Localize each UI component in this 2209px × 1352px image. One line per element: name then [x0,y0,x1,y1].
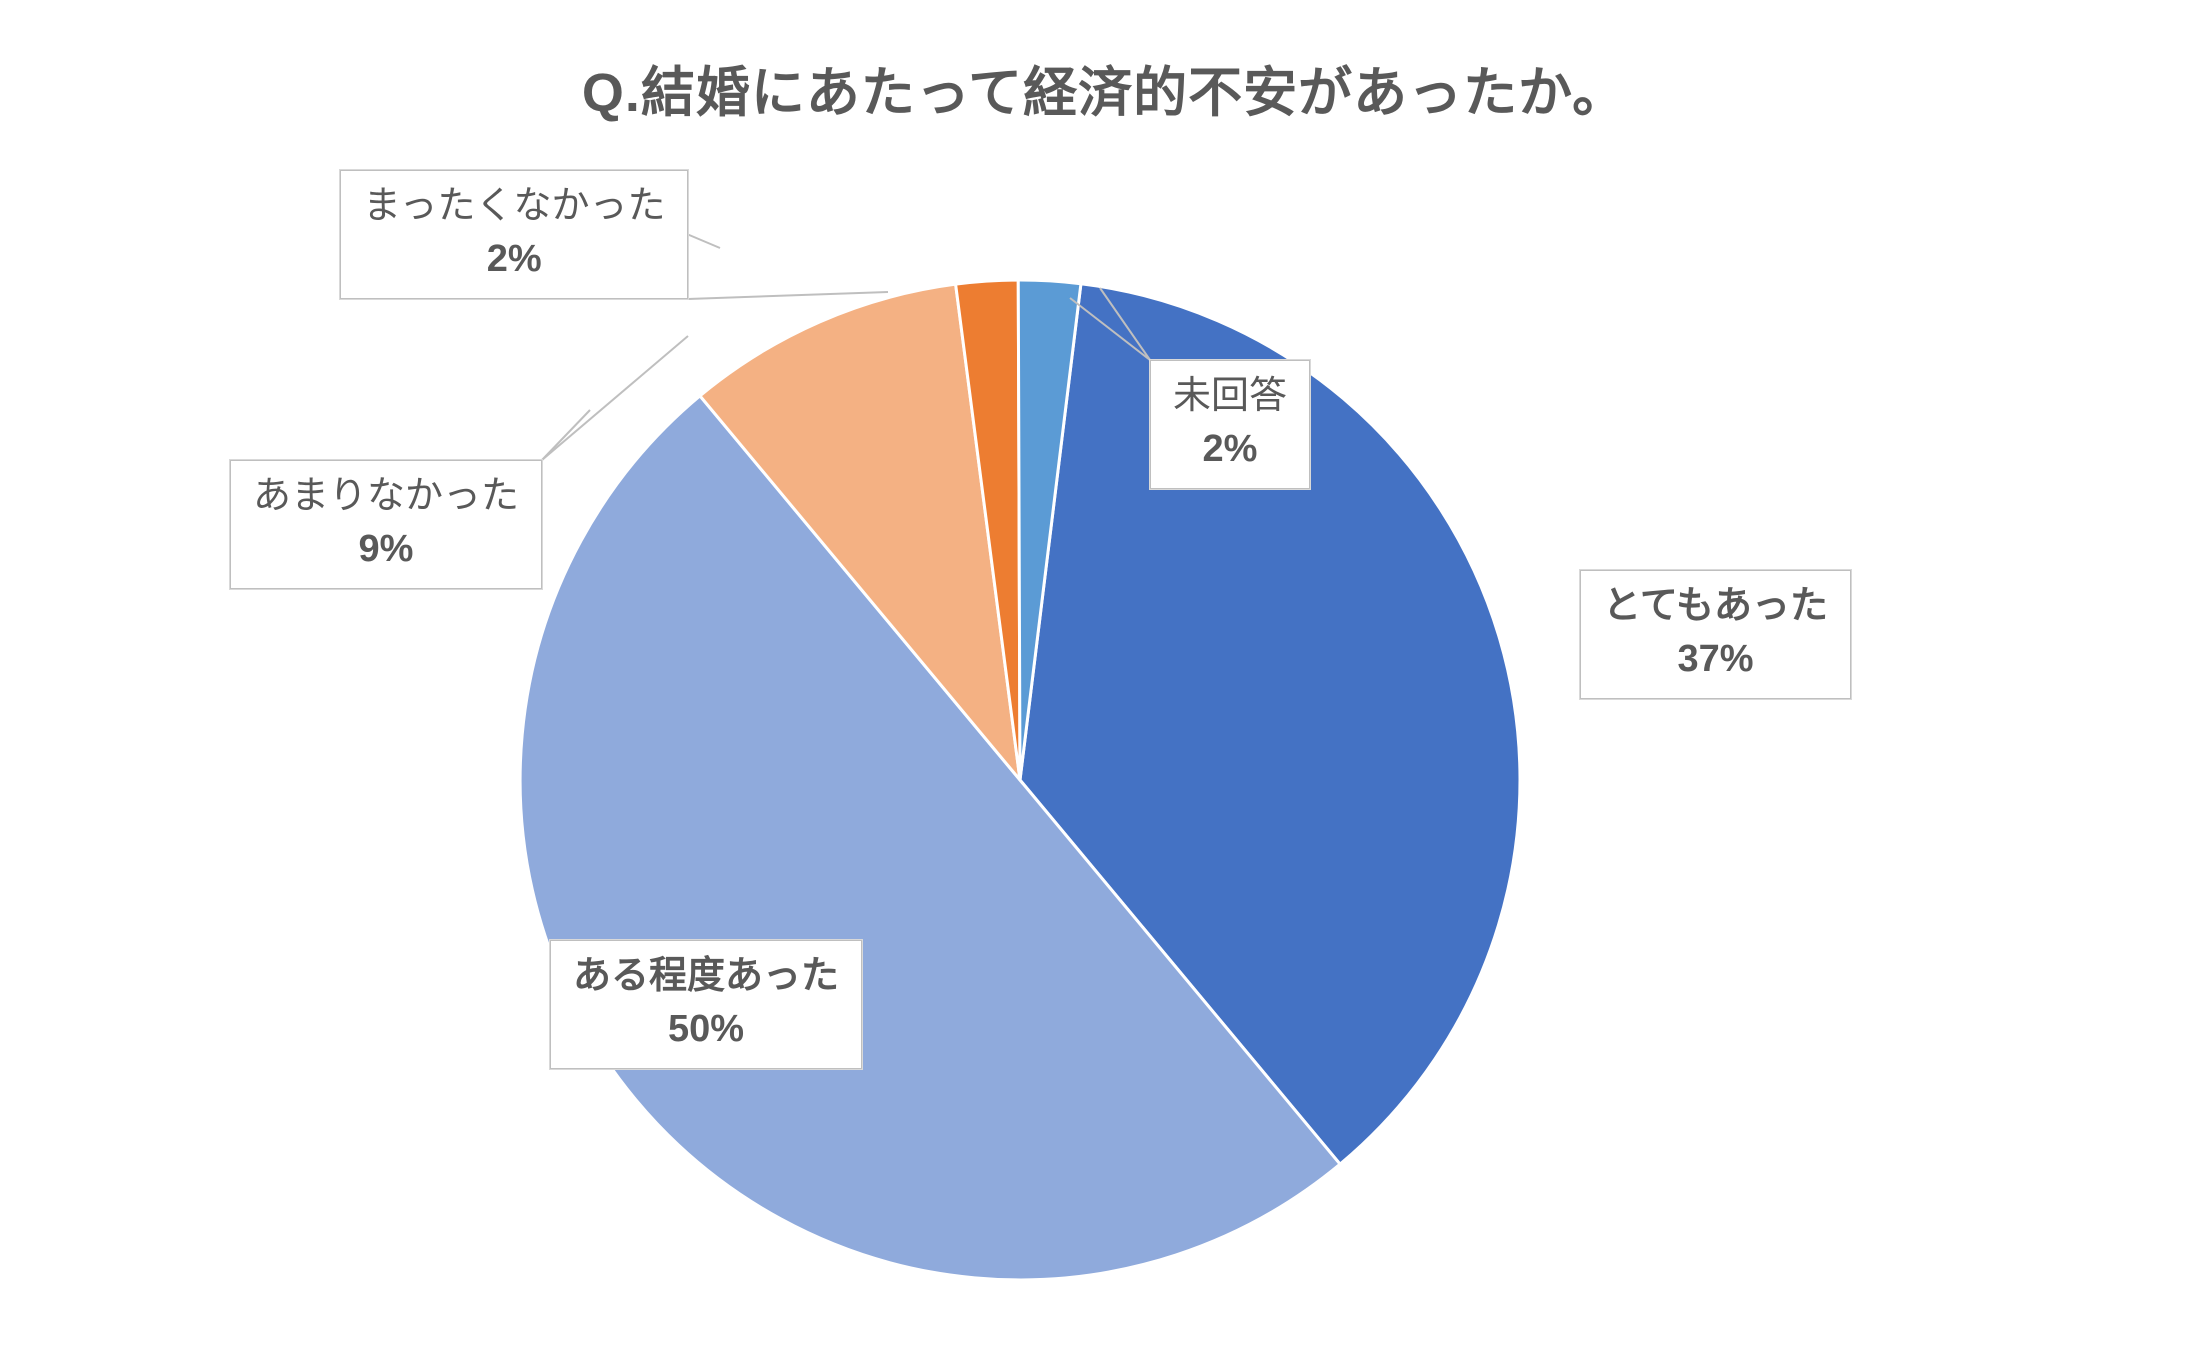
chart-stage: Q.結婚にあたって経済的不安があったか。 とてもあった37%ある程度あった50%… [0,0,2209,1352]
pie-chart-svg [0,0,2209,1352]
pie-callout-value: 2% [1173,424,1287,475]
pie-callout-label: あまりなかった [253,471,519,522]
pie-callout-label: 未回答 [1173,371,1287,422]
pie-callout: とてもあった37% [1580,570,1851,699]
pie-callout: ある程度あった50% [550,940,862,1069]
pie-callout-label: ある程度あった [573,951,839,1002]
pie-callout-value: 37% [1603,634,1828,685]
pie-callout: 未回答2% [1150,360,1310,489]
pie-leader-line [542,410,590,460]
pie-callout-label: とてもあった [1603,581,1828,632]
pie-leader-line [688,235,720,249]
pie-callout: あまりなかった9% [230,460,542,589]
pie-callout-value: 50% [573,1004,839,1055]
pie-callout-value: 9% [253,524,519,575]
pie-callout-label: まったくなかった [363,181,665,232]
pie-callout-value: 2% [363,234,665,285]
pie-leader-line [688,292,888,299]
pie-callout: まったくなかった2% [340,170,688,299]
